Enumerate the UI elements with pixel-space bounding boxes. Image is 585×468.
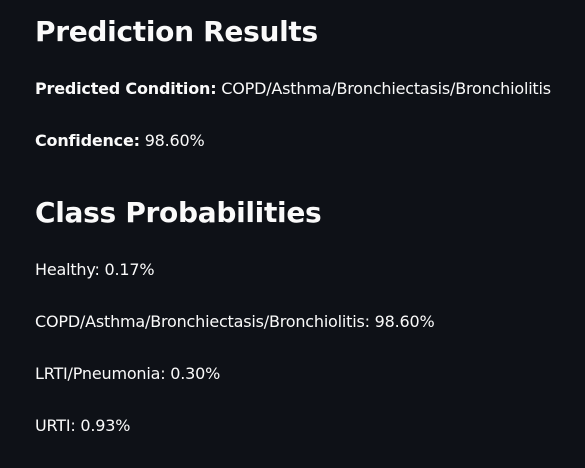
probability-item-copd: COPD/Asthma/Bronchiectasis/Bronchiolitis… bbox=[35, 312, 435, 331]
predicted-condition-value: COPD/Asthma/Bronchiectasis/Bronchiolitis bbox=[221, 79, 551, 98]
probability-item-lrti: LRTI/Pneumonia: 0.30% bbox=[35, 364, 221, 383]
confidence-label: Confidence: bbox=[35, 131, 140, 150]
predicted-condition-label: Predicted Condition: bbox=[35, 79, 217, 98]
probability-item-urti: URTI: 0.93% bbox=[35, 416, 131, 435]
class-probabilities-heading: Class Probabilities bbox=[35, 196, 322, 229]
confidence-value: 98.60% bbox=[144, 131, 205, 150]
prediction-results-heading: Prediction Results bbox=[35, 15, 318, 48]
probability-item-healthy: Healthy: 0.17% bbox=[35, 260, 155, 279]
confidence-line: Confidence: 98.60% bbox=[35, 129, 205, 153]
predicted-condition-line: Predicted Condition: COPD/Asthma/Bronchi… bbox=[35, 77, 551, 101]
